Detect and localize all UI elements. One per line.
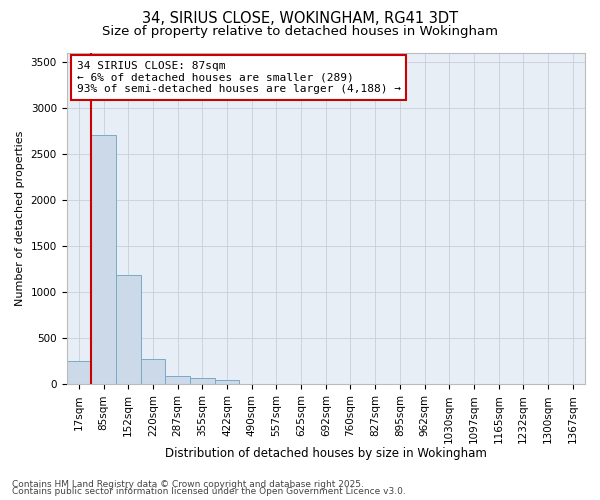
Bar — [67, 361, 91, 384]
Y-axis label: Number of detached properties: Number of detached properties — [15, 130, 25, 306]
Text: 34, SIRIUS CLOSE, WOKINGHAM, RG41 3DT: 34, SIRIUS CLOSE, WOKINGHAM, RG41 3DT — [142, 11, 458, 26]
Bar — [215, 380, 239, 384]
Text: Contains HM Land Registry data © Crown copyright and database right 2025.: Contains HM Land Registry data © Crown c… — [12, 480, 364, 489]
Bar — [140, 358, 165, 384]
Text: Contains public sector information licensed under the Open Government Licence v3: Contains public sector information licen… — [12, 488, 406, 496]
Text: 34 SIRIUS CLOSE: 87sqm
← 6% of detached houses are smaller (289)
93% of semi-det: 34 SIRIUS CLOSE: 87sqm ← 6% of detached … — [77, 61, 401, 94]
X-axis label: Distribution of detached houses by size in Wokingham: Distribution of detached houses by size … — [165, 447, 487, 460]
Bar — [116, 274, 140, 384]
Bar — [190, 378, 215, 384]
Text: Size of property relative to detached houses in Wokingham: Size of property relative to detached ho… — [102, 25, 498, 38]
Bar — [91, 136, 116, 384]
Bar — [165, 376, 190, 384]
